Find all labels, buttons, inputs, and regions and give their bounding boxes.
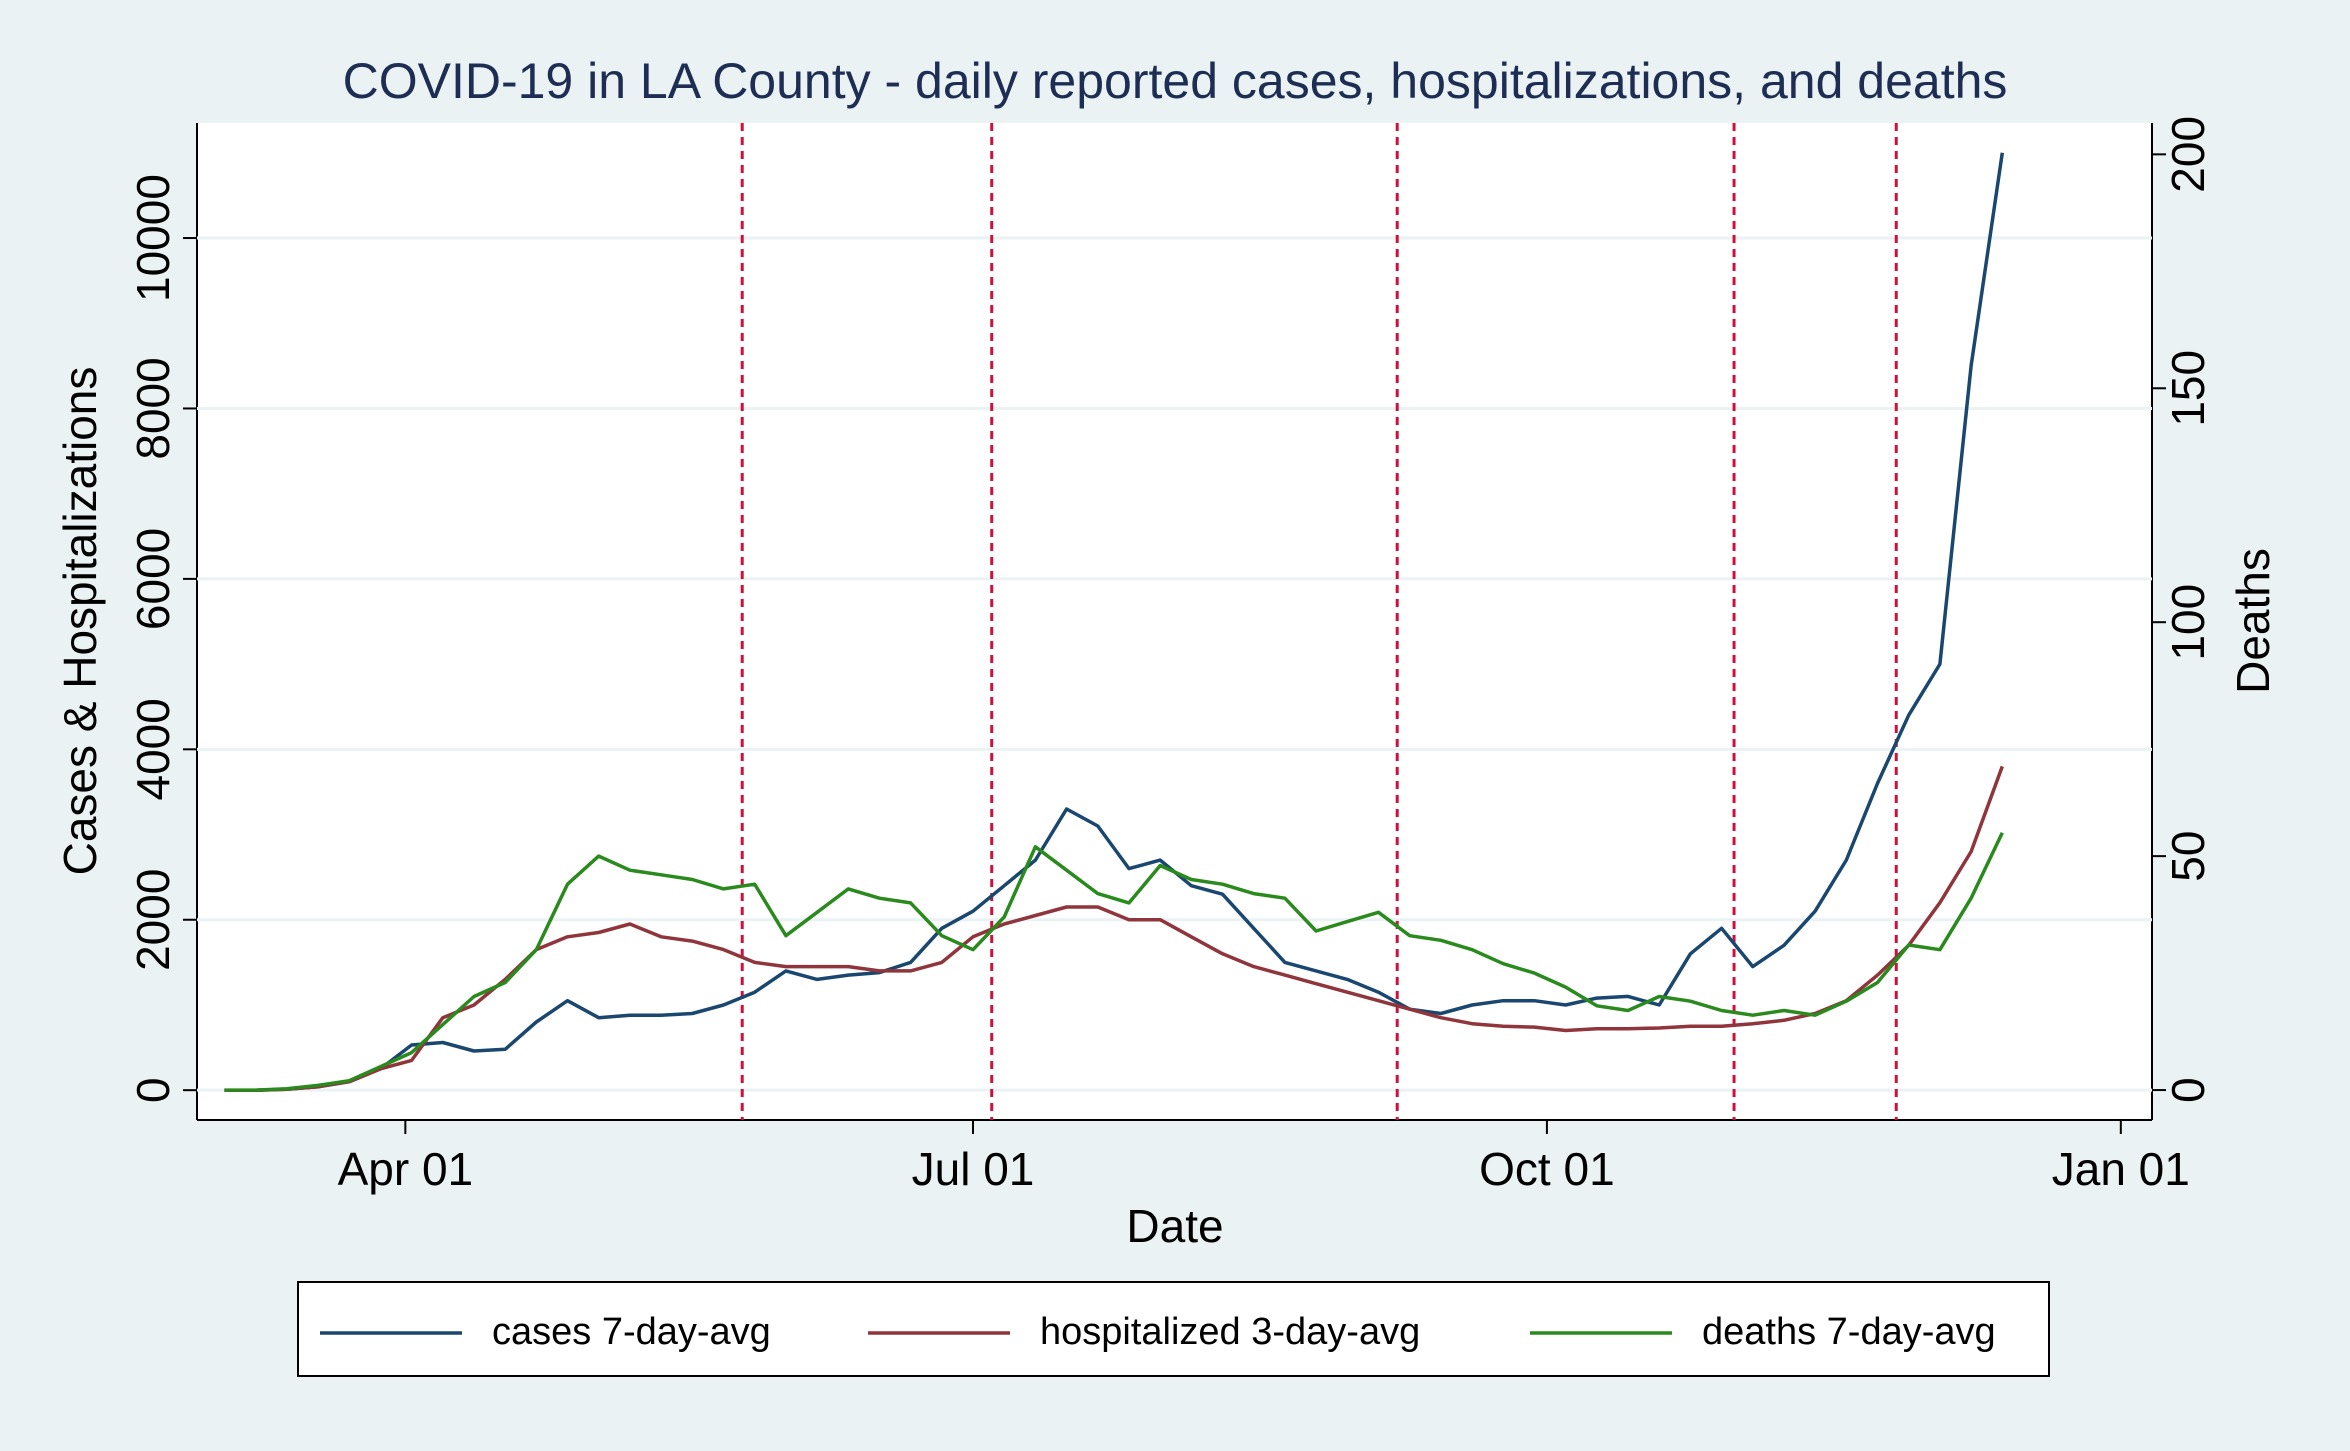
legend-label: deaths 7-day-avg: [1702, 1311, 1996, 1353]
chart-title: COVID-19 in LA County - daily reported c…: [343, 53, 2008, 109]
y-tick-label: 0: [127, 1077, 179, 1103]
x-tick-label: Apr 01: [338, 1143, 474, 1195]
series-line: [224, 152, 2005, 1092]
legend: [297, 1281, 2050, 1377]
y2-tick-label: 100: [2162, 584, 2214, 661]
series-line: [224, 831, 2004, 1092]
y-tick-label: 6000: [127, 528, 179, 630]
y2-tick-label: 50: [2162, 831, 2214, 882]
legend-label: hospitalized 3-day-avg: [1040, 1311, 1420, 1353]
y-tick-label: 2000: [127, 869, 179, 971]
y2-tick-label: 150: [2162, 350, 2214, 427]
y2-tick-label: 0: [2162, 1077, 2214, 1103]
y2-tick-label: 200: [2162, 116, 2214, 193]
plot-area: [197, 123, 2152, 1120]
x-axis-title: Date: [1126, 1200, 1223, 1252]
x-tick-label: Jul 01: [912, 1143, 1035, 1195]
y-axis-title: Cases & Hospitalizations: [54, 367, 106, 876]
x-tick-label: Oct 01: [1479, 1143, 1615, 1195]
x-tick-label: Jan 01: [2052, 1143, 2190, 1195]
y-tick-label: 4000: [127, 698, 179, 800]
y-tick-label: 8000: [127, 357, 179, 459]
legend-label: cases 7-day-avg: [492, 1311, 771, 1353]
y2-axis-title: Deaths: [2227, 548, 2279, 694]
y-tick-label: 10000: [127, 174, 179, 302]
